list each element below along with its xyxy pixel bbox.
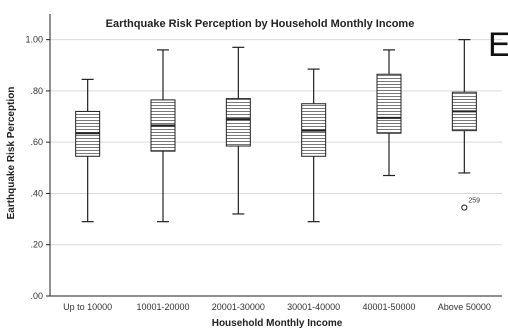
x-axis-label: Household Monthly Income (212, 318, 343, 329)
box-plot (150, 49, 176, 223)
chart-title: Earthquake Risk Perception by Household … (106, 18, 415, 30)
box-plot (301, 68, 327, 223)
box-plot (225, 46, 251, 215)
axes (46, 14, 502, 297)
box-iqr (225, 98, 251, 147)
outlier-label: 259 (468, 198, 480, 205)
box-plots (75, 39, 477, 223)
box-plot (376, 49, 402, 177)
y-tick-label: .00 (30, 291, 43, 301)
x-tick-label: Up to 10000 (63, 302, 112, 312)
x-tick-label: 10001-20000 (136, 302, 189, 312)
box-plot (75, 78, 101, 223)
box-iqr (376, 73, 402, 134)
outlier-point (461, 204, 468, 211)
tick-labels: .00 .20 .40 .60 .80 1.00 Up to 10000 10001-2000… (25, 35, 490, 312)
y-tick-label: .20 (30, 240, 43, 250)
x-tick-label: Above 50000 (438, 302, 491, 312)
y-tick-label: .40 (30, 188, 43, 198)
y-tick-label: .60 (30, 137, 43, 147)
x-tick-label: 20001-30000 (212, 302, 265, 312)
grid-lines (50, 39, 502, 246)
y-tick-label: 1.00 (25, 35, 43, 45)
x-tick-label: 40001-50000 (362, 302, 415, 312)
y-tick-label: .80 (30, 86, 43, 96)
y-axis-label: Earthquake Risk Perception (6, 87, 17, 220)
x-tick-label: 30001-40000 (287, 302, 340, 312)
corner-glyph: E (488, 26, 508, 64)
box-plot (451, 39, 477, 174)
